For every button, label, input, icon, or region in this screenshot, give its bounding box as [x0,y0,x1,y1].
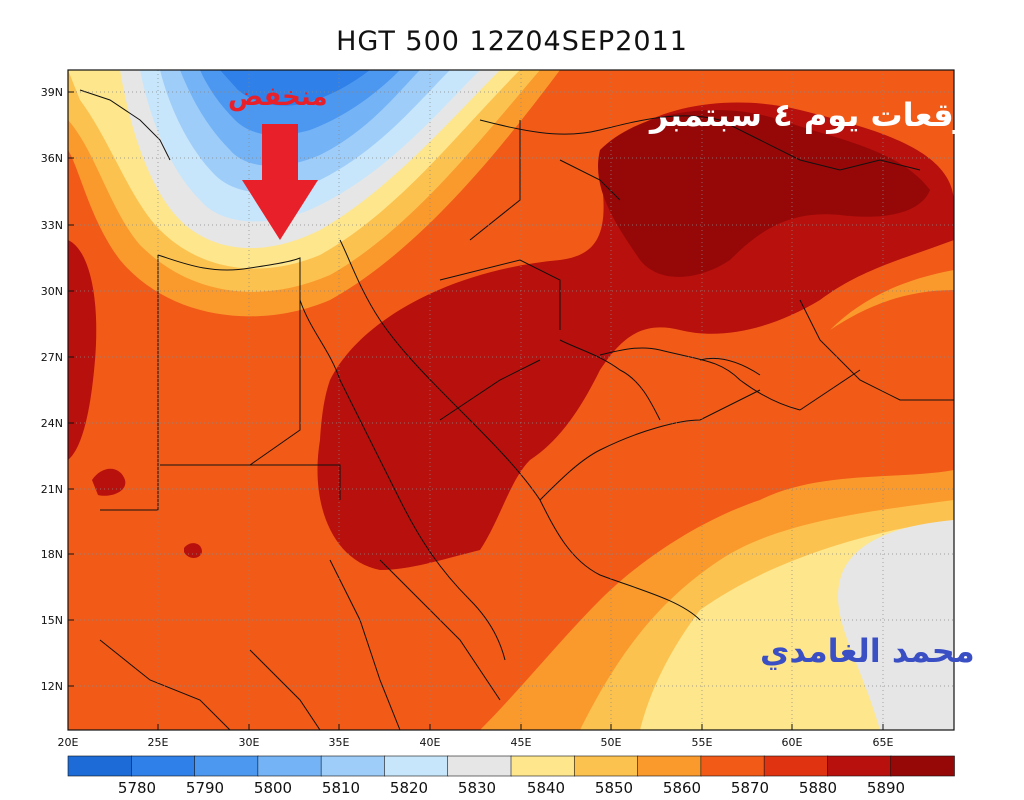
colorbar-label: 5830 [458,779,496,797]
colorbar-label: 5850 [595,779,633,797]
lat-label: 27N [41,351,63,364]
lat-label: 30N [41,285,63,298]
low-pressure-label: منخفض [228,82,328,112]
colorbar-swatch [257,755,322,777]
colorbar-label: 5860 [663,779,701,797]
lat-label: 21N [41,483,63,496]
lon-label: 30E [239,736,260,749]
colorbar-label: 5780 [118,779,156,797]
latitude-labels: 39N 36N 33N 30N 27N 24N 21N 18N 15N 12N [41,86,63,693]
height-field [68,70,954,730]
colorbar-label: 5800 [254,779,292,797]
map-title: HGT 500 12Z04SEP2011 [336,26,688,57]
lat-label: 12N [41,680,63,693]
longitude-labels: 20E 25E 30E 35E 40E 45E 50E 55E 60E 65E [58,736,894,749]
colorbar-swatch [447,755,512,777]
colorbar-label: 5810 [322,779,360,797]
colorbar [67,755,955,777]
colorbar-label: 5870 [731,779,769,797]
lat-label: 24N [41,417,63,430]
lat-label: 15N [41,614,63,627]
colorbar-swatch [827,755,892,777]
colorbar-label: 5880 [799,779,837,797]
colorbar-swatch [510,755,576,777]
lon-label: 40E [420,736,441,749]
lon-label: 45E [511,736,532,749]
lon-label: 65E [873,736,894,749]
author-signature: محمد الغامدي [760,632,975,670]
colorbar-swatch [130,755,196,777]
lat-label: 33N [41,219,63,232]
colorbar-swatch [763,755,829,777]
arrow-down-icon [242,124,318,240]
colorbar-swatch [320,755,386,777]
axis-ticks [67,91,884,730]
forecast-title: توقعات يوم ٤ سبتمبر [650,96,986,134]
map-frame [67,69,955,731]
colorbar-labels: 5780 5790 5800 5810 5820 5830 5840 5850 … [118,779,905,797]
lat-label: 39N [41,86,63,99]
colorbar-swatch [700,755,765,777]
colorbar-swatch [890,755,955,777]
colorbar-label: 5840 [527,779,565,797]
colorbar-label: 5790 [186,779,224,797]
lon-label: 60E [782,736,803,749]
lat-label: 18N [41,548,63,561]
colorbar-label: 5820 [390,779,428,797]
lon-label: 20E [58,736,79,749]
lon-label: 55E [692,736,713,749]
colorbar-swatch [637,755,702,777]
lon-label: 25E [148,736,169,749]
lon-label: 50E [601,736,622,749]
colorbar-swatch [67,755,133,777]
colorbar-label: 5890 [867,779,905,797]
colorbar-swatch [573,755,639,777]
colorbar-swatch [194,755,259,777]
lat-label: 36N [41,152,63,165]
lon-label: 35E [329,736,350,749]
colorbar-swatch [384,755,449,777]
